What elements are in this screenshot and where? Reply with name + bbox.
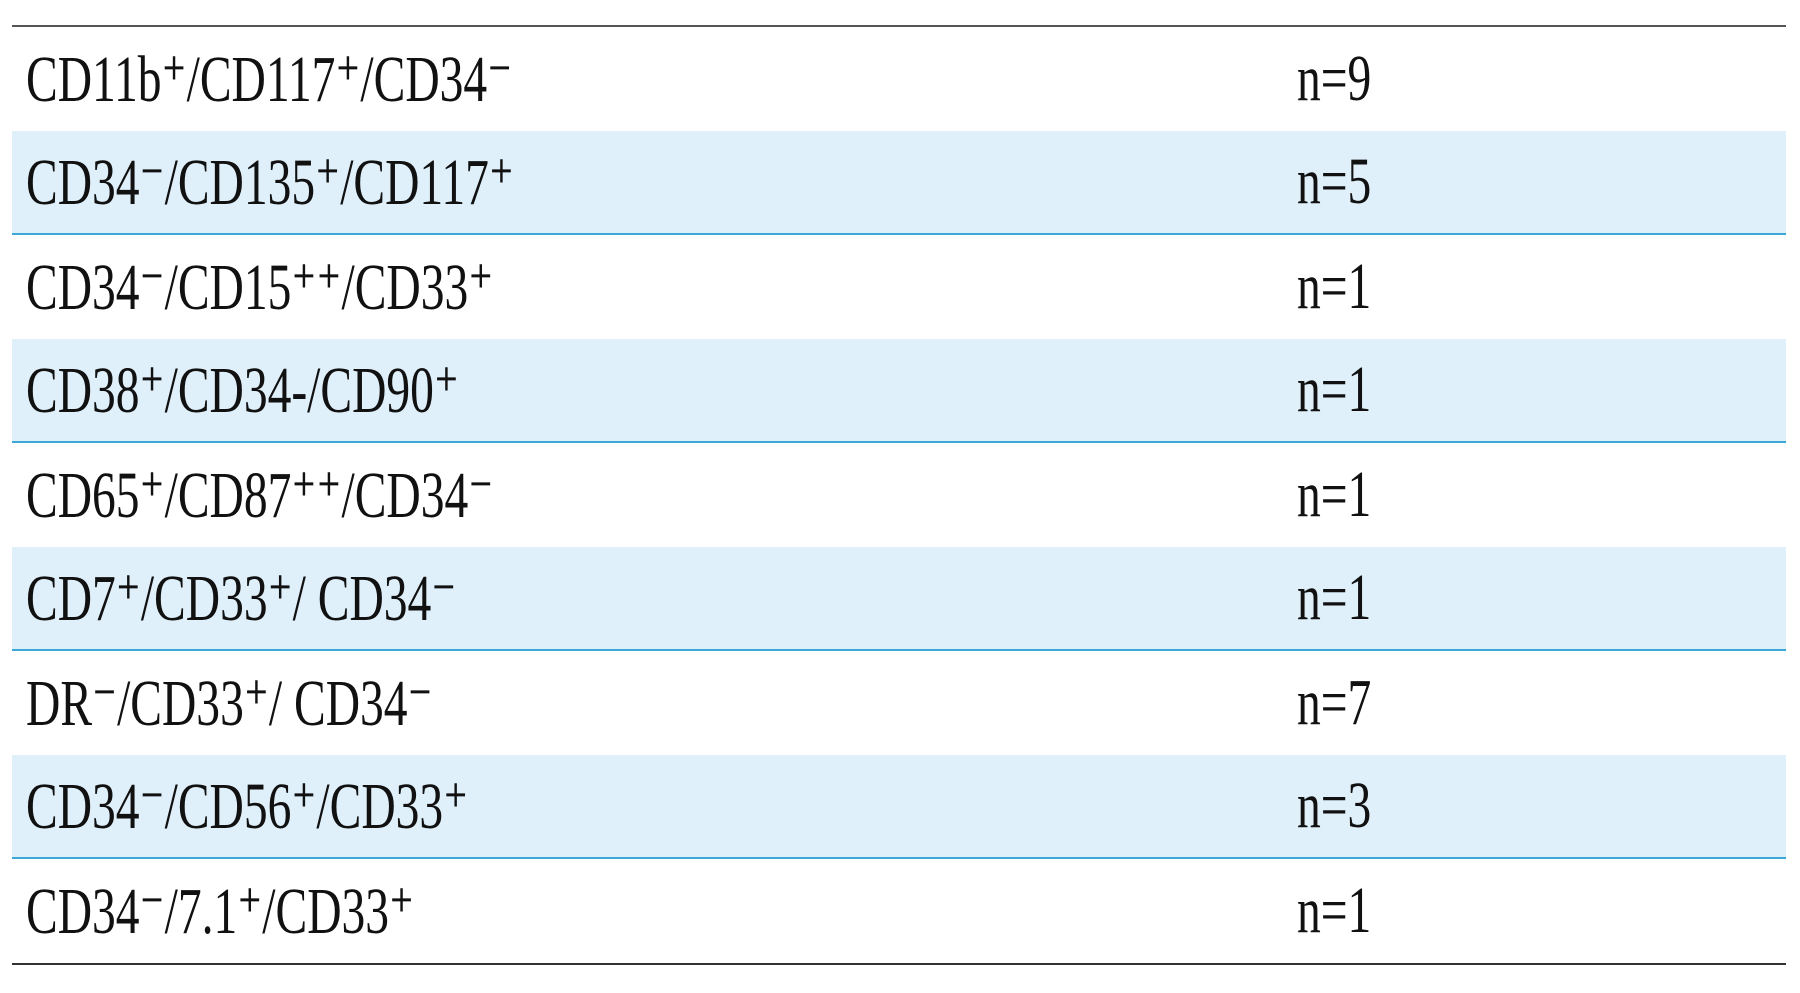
table-cell: CD11b⁺/CD117⁺/CD34⁻ (26, 27, 701, 131)
count: n=1 (1297, 561, 1372, 634)
table-cell: CD7⁺/CD33⁺/ CD34⁻ (26, 547, 624, 649)
count: n=1 (1297, 353, 1372, 426)
table-row: CD34⁻/CD56⁺/CD33⁺ n=3 (12, 755, 1786, 859)
table-row: CD34⁻/CD135⁺/CD117⁺ n=5 (12, 131, 1786, 235)
phenotype: CD11b⁺/CD117⁺/CD34⁻ (26, 43, 513, 116)
table-cell: CD38⁺/CD34-/CD90⁺ (26, 339, 627, 441)
table-cell: DR⁻/CD33⁺/ CD34⁻ (26, 651, 591, 755)
table-row: CD38⁺/CD34-/CD90⁺ n=1 (12, 339, 1786, 443)
table-cell: CD34⁻/CD135⁺/CD117⁺ (26, 131, 704, 233)
table-cell: n=5 (1297, 131, 1400, 233)
table-row: CD65⁺/CD87⁺⁺/CD34⁻ n=1 (12, 443, 1786, 547)
table-row: DR⁻/CD33⁺/ CD34⁻ n=7 (12, 651, 1786, 755)
phenotype: CD34⁻/CD56⁺/CD33⁺ (26, 770, 469, 843)
table-cell: n=1 (1297, 235, 1400, 339)
phenotype: CD34⁻/7.1⁺/CD33⁺ (26, 875, 415, 948)
table-row: CD11b⁺/CD117⁺/CD34⁻ n=9 (12, 27, 1786, 131)
phenotype: CD34⁻/CD15⁺⁺/CD33⁺ (26, 251, 494, 324)
table-cell: CD65⁺/CD87⁺⁺/CD34⁻ (26, 443, 675, 547)
table-cell: n=1 (1297, 859, 1400, 963)
count: n=1 (1297, 458, 1372, 531)
table-cell: n=3 (1297, 755, 1400, 857)
table-cell: n=1 (1297, 547, 1400, 649)
table-cell: n=9 (1297, 27, 1400, 131)
count: n=9 (1297, 42, 1372, 115)
table-row: CD7⁺/CD33⁺/ CD34⁻ n=1 (12, 547, 1786, 651)
table-cell: n=7 (1297, 651, 1400, 755)
count: n=1 (1297, 250, 1372, 323)
phenotype: CD7⁺/CD33⁺/ CD34⁻ (26, 562, 457, 635)
table-row: CD34⁻/CD15⁺⁺/CD33⁺ n=1 (12, 235, 1786, 339)
count: n=1 (1297, 874, 1372, 947)
table: CD11b⁺/CD117⁺/CD34⁻ n=9 CD34⁻/CD135⁺/CD117… (12, 25, 1786, 965)
phenotype: CD34⁻/CD135⁺/CD117⁺ (26, 146, 515, 219)
table-cell: n=1 (1297, 339, 1400, 441)
count: n=5 (1297, 145, 1372, 218)
table-row: CD34⁻/7.1⁺/CD33⁺ n=1 (12, 859, 1786, 963)
table-cell: CD34⁻/CD56⁺/CD33⁺ (26, 755, 640, 857)
phenotype: CD65⁺/CD87⁺⁺/CD34⁻ (26, 459, 494, 532)
table-cell: CD34⁻/7.1⁺/CD33⁺ (26, 859, 565, 963)
table-cell: n=1 (1297, 443, 1400, 547)
count: n=7 (1297, 666, 1372, 739)
phenotype: CD38⁺/CD34-/CD90⁺ (26, 354, 460, 427)
count: n=3 (1297, 769, 1372, 842)
table-cell: CD34⁻/CD15⁺⁺/CD33⁺ (26, 235, 675, 339)
phenotype: DR⁻/CD33⁺/ CD34⁻ (26, 667, 433, 740)
